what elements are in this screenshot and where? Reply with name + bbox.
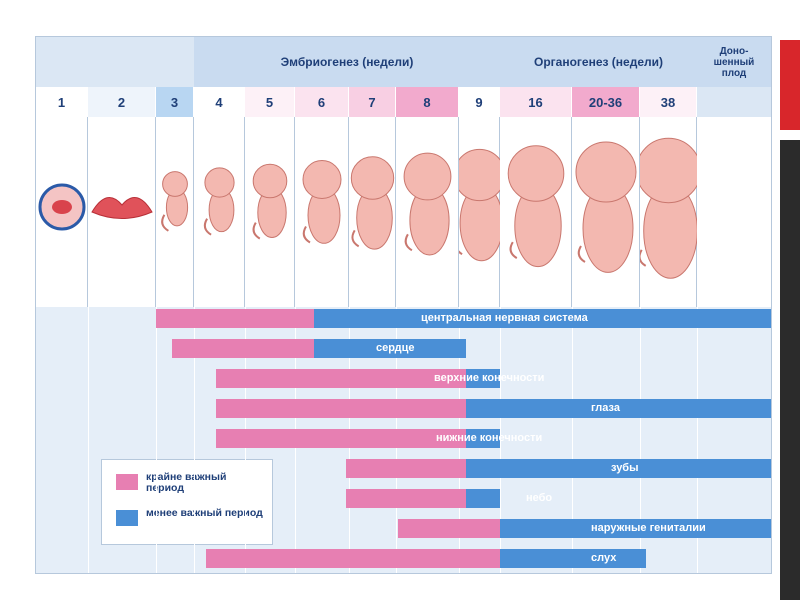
critical-period-bar — [216, 429, 466, 448]
organ-bar: наружные гениталии — [36, 519, 771, 538]
embryo-icon — [350, 156, 395, 250]
header-organogenesis: Органогенез (недели) — [500, 37, 698, 87]
week-cell-9: 9 — [459, 87, 500, 117]
organ-label: сердце — [376, 342, 415, 354]
embryo-icon — [453, 148, 506, 262]
embryo-icon — [403, 152, 452, 256]
week-cell-7: 7 — [349, 87, 396, 117]
organ-label: глаза — [591, 402, 620, 414]
week-cell-2: 2 — [88, 87, 156, 117]
organ-label: слух — [591, 552, 617, 564]
organ-label: зубы — [611, 462, 639, 474]
embryo-icon — [203, 167, 235, 236]
organ-bar: небо — [36, 489, 771, 508]
slide-accent-red — [780, 40, 800, 130]
week-cell-12: 38 — [640, 87, 697, 117]
organ-label: небо — [526, 492, 553, 504]
less-critical-period-bar — [466, 429, 500, 448]
organ-label: нижние конечности — [436, 432, 543, 444]
less-critical-period-bar — [466, 459, 771, 478]
week-cell-1: 1 — [36, 87, 88, 117]
week-cell-5: 5 — [245, 87, 295, 117]
organ-bar: нижние конечности — [36, 429, 771, 448]
critical-period-bar — [216, 369, 466, 388]
organ-bar: зубы — [36, 459, 771, 478]
legend-swatch-critical — [116, 474, 138, 490]
organ-label: верхние конечности — [434, 372, 545, 384]
column-divider — [156, 307, 157, 573]
week-cell-6: 6 — [295, 87, 349, 117]
legend-critical-label: крайне важный период — [146, 471, 227, 494]
embryo-icon — [575, 141, 637, 273]
header-fullterm: Доно- шенный плод — [697, 37, 771, 87]
week-cell-4: 4 — [194, 87, 245, 117]
legend-swatch-less — [116, 510, 138, 526]
less-critical-period-bar — [314, 339, 466, 358]
column-divider — [88, 307, 89, 573]
header-embryogenesis: Эмбриогенез (недели) — [194, 37, 501, 87]
less-critical-period-bar — [500, 549, 646, 568]
less-critical-period-bar — [500, 519, 771, 538]
organ-bar: верхние конечности — [36, 369, 771, 388]
slide-accent-dark — [780, 140, 800, 600]
critical-period-bar — [156, 309, 314, 328]
embryo-picture-week-10 — [500, 117, 572, 307]
embryo-picture-week-7 — [349, 117, 396, 307]
embryo-icon — [635, 137, 702, 279]
embryo-icon — [38, 183, 86, 231]
embryo-icon — [252, 163, 288, 240]
embryo-pictures-row — [36, 117, 771, 307]
legend-less-label: менее важный период — [146, 507, 263, 519]
embryo-picture-week-4 — [194, 117, 245, 307]
legend: крайне важный период менее важный период — [101, 459, 273, 545]
organ-bar: центральная нервная система — [36, 309, 771, 328]
critical-period-bar — [346, 459, 466, 478]
organ-bar: слух — [36, 549, 771, 568]
column-divider — [194, 307, 195, 573]
week-cell-8: 8 — [396, 87, 459, 117]
embryo-icon — [91, 197, 153, 219]
less-critical-period-bar — [466, 399, 771, 418]
embryo-picture-week-12 — [635, 117, 702, 307]
less-critical-period-bar — [466, 489, 500, 508]
embryo-picture-week-5 — [245, 117, 295, 307]
embryo-development-diagram: Эмбриогенез (недели) Органогенез (недели… — [35, 36, 772, 574]
embryo-picture-week-9 — [453, 117, 506, 307]
critical-period-bar — [206, 549, 500, 568]
week-cell-3: 3 — [156, 87, 194, 117]
column-divider — [572, 307, 573, 573]
organ-periods-area: крайне важный период менее важный период… — [36, 307, 771, 573]
critical-period-bar — [216, 399, 466, 418]
week-cell-10: 16 — [500, 87, 572, 117]
organ-label: центральная нервная система — [421, 312, 588, 324]
embryo-picture-week-11 — [572, 117, 640, 307]
embryo-picture-week-2 — [88, 117, 156, 307]
embryo-picture-week-8 — [396, 117, 459, 307]
critical-period-bar — [398, 519, 500, 538]
critical-period-bar — [346, 489, 466, 508]
column-divider — [697, 307, 698, 573]
embryo-picture-week-6 — [295, 117, 349, 307]
less-critical-period-bar — [314, 309, 771, 328]
embryo-icon — [161, 171, 189, 232]
week-row: 1 2 3 4 5 6 7 8 9 16 20-36 38 — [36, 87, 771, 117]
critical-period-bar — [172, 339, 314, 358]
embryo-icon — [507, 145, 565, 268]
embryo-picture-week-1 — [36, 117, 88, 307]
embryo-picture-week-3 — [156, 117, 194, 307]
week-cell-11: 20-36 — [572, 87, 640, 117]
header-blank — [36, 37, 195, 87]
column-divider — [640, 307, 641, 573]
organ-bar: сердце — [36, 339, 771, 358]
organ-bar: глаза — [36, 399, 771, 418]
organ-label: наружные гениталии — [591, 522, 706, 534]
less-critical-period-bar — [466, 369, 500, 388]
embryo-icon — [302, 160, 342, 244]
column-divider — [500, 307, 501, 573]
